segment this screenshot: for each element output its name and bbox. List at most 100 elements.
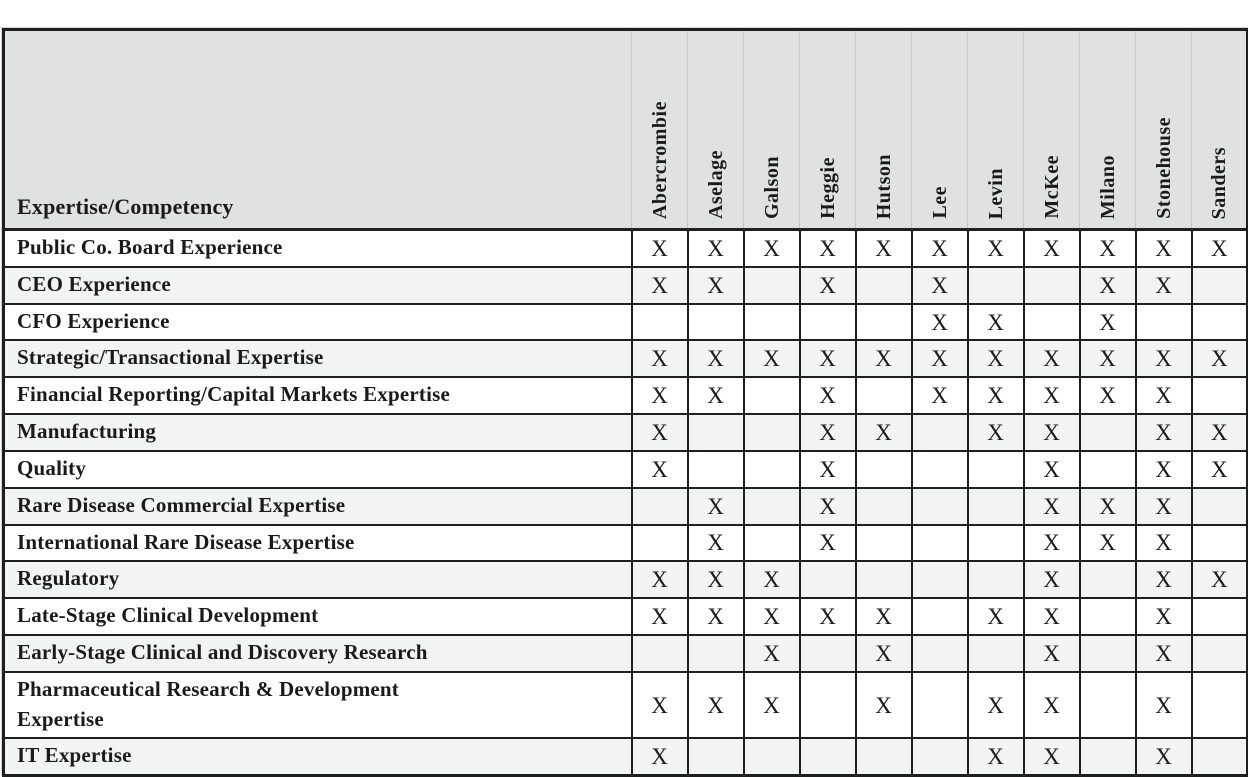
row-label: CEO Experience bbox=[2, 265, 633, 305]
cell-empty bbox=[1078, 413, 1137, 452]
cell-empty bbox=[966, 486, 1025, 526]
column-header-label: Levin bbox=[984, 167, 1007, 219]
cell-mark: X bbox=[686, 523, 745, 563]
cell-mark: X bbox=[1134, 597, 1193, 636]
cell-empty bbox=[910, 560, 969, 600]
cell-mark: X bbox=[742, 670, 801, 740]
cell-mark: X bbox=[686, 670, 745, 740]
row-label: CFO Experience bbox=[2, 302, 633, 342]
cell-mark: X bbox=[910, 376, 969, 416]
cell-empty bbox=[742, 265, 801, 305]
cell-mark: X bbox=[1078, 376, 1137, 416]
cell-mark: X bbox=[686, 560, 745, 600]
cell-empty bbox=[854, 486, 913, 526]
cell-mark: X bbox=[1078, 265, 1137, 305]
cell-empty bbox=[854, 523, 913, 563]
cell-empty bbox=[910, 597, 969, 636]
cell-empty bbox=[1190, 670, 1248, 740]
cell-empty bbox=[910, 486, 969, 526]
cell-empty bbox=[1190, 486, 1248, 526]
cell-mark: X bbox=[1134, 376, 1193, 416]
row-label: Early-Stage Clinical and Discovery Resea… bbox=[2, 633, 633, 673]
cell-mark: X bbox=[798, 339, 857, 379]
cell-mark: X bbox=[854, 670, 913, 740]
cell-mark: X bbox=[1134, 228, 1193, 268]
cell-empty bbox=[742, 449, 801, 489]
cell-empty bbox=[1190, 302, 1248, 342]
cell-empty bbox=[1022, 302, 1081, 342]
cell-mark: X bbox=[1022, 449, 1081, 489]
column-header-label: Abercrombie bbox=[648, 100, 671, 219]
cell-empty bbox=[1078, 449, 1137, 489]
cell-empty bbox=[630, 486, 689, 526]
cell-mark: X bbox=[630, 228, 689, 268]
cell-empty bbox=[910, 413, 969, 452]
column-header-sanders: Sanders bbox=[1191, 29, 1248, 231]
cell-empty bbox=[1190, 376, 1248, 416]
cell-empty bbox=[742, 376, 801, 416]
row-label: International Rare Disease Expertise bbox=[2, 523, 633, 563]
cell-mark: X bbox=[1022, 486, 1081, 526]
cell-mark: X bbox=[910, 339, 969, 379]
cell-empty bbox=[910, 633, 969, 673]
row-label: IT Expertise bbox=[2, 737, 633, 777]
table-row: Public Co. Board Experience X X X X X X X X X X X bbox=[2, 228, 1248, 268]
row-label: Rare Disease Commercial Expertise bbox=[2, 486, 633, 526]
table-row: Early-Stage Clinical and Discovery Resea… bbox=[2, 633, 1248, 673]
cell-empty bbox=[798, 633, 857, 673]
table-row: Manufacturing X X X X X X X bbox=[2, 413, 1248, 452]
table-row: Financial Reporting/Capital Markets Expe… bbox=[2, 376, 1248, 416]
cell-empty bbox=[686, 413, 745, 452]
cell-mark: X bbox=[910, 265, 969, 305]
cell-mark: X bbox=[686, 339, 745, 379]
column-header-heggie: Heggie bbox=[799, 29, 856, 231]
column-header-galson: Galson bbox=[743, 29, 800, 231]
cell-mark: X bbox=[630, 376, 689, 416]
cell-empty bbox=[1078, 560, 1137, 600]
cell-mark: X bbox=[1134, 737, 1193, 777]
table-row: Late-Stage Clinical Development X X X X X X X X bbox=[2, 597, 1248, 636]
table-row: International Rare Disease Expertise X X X X… bbox=[2, 523, 1248, 563]
cell-empty bbox=[798, 670, 857, 740]
cell-empty bbox=[910, 670, 969, 740]
table-row: IT Expertise X X X X bbox=[2, 737, 1248, 777]
cell-mark: X bbox=[1134, 670, 1193, 740]
cell-empty bbox=[1190, 737, 1248, 777]
cell-empty bbox=[1078, 670, 1137, 740]
cell-mark: X bbox=[742, 560, 801, 600]
column-header-label: Hutson bbox=[872, 153, 895, 219]
table-row: Strategic/Transactional Expertise X X X X X X X… bbox=[2, 339, 1248, 379]
cell-mark: X bbox=[686, 486, 745, 526]
cell-mark: X bbox=[798, 265, 857, 305]
cell-empty bbox=[686, 302, 745, 342]
cell-empty bbox=[742, 302, 801, 342]
cell-mark: X bbox=[1134, 449, 1193, 489]
cell-empty bbox=[798, 737, 857, 777]
cell-mark: X bbox=[630, 339, 689, 379]
cell-mark: X bbox=[1022, 670, 1081, 740]
cell-empty bbox=[686, 449, 745, 489]
cell-mark: X bbox=[1078, 486, 1137, 526]
column-header-label: McKee bbox=[1040, 155, 1063, 219]
cell-empty bbox=[966, 265, 1025, 305]
cell-empty bbox=[966, 449, 1025, 489]
cell-empty bbox=[1134, 302, 1193, 342]
row-label: Quality bbox=[2, 449, 633, 489]
cell-mark: X bbox=[910, 302, 969, 342]
cell-empty bbox=[854, 560, 913, 600]
cell-mark: X bbox=[798, 449, 857, 489]
cell-empty bbox=[854, 302, 913, 342]
cell-mark: X bbox=[854, 339, 913, 379]
cell-mark: X bbox=[966, 597, 1025, 636]
cell-mark: X bbox=[686, 228, 745, 268]
cell-mark: X bbox=[1022, 597, 1081, 636]
cell-mark: X bbox=[1190, 228, 1248, 268]
cell-mark: X bbox=[798, 228, 857, 268]
cell-empty bbox=[630, 523, 689, 563]
cell-empty bbox=[966, 560, 1025, 600]
corner-header-expertise-competency: Expertise/Competency bbox=[3, 29, 632, 231]
cell-mark: X bbox=[1022, 376, 1081, 416]
cell-empty bbox=[1022, 265, 1081, 305]
cell-mark: X bbox=[1078, 228, 1137, 268]
table-row: CEO Experience X X X X X X bbox=[2, 265, 1248, 305]
